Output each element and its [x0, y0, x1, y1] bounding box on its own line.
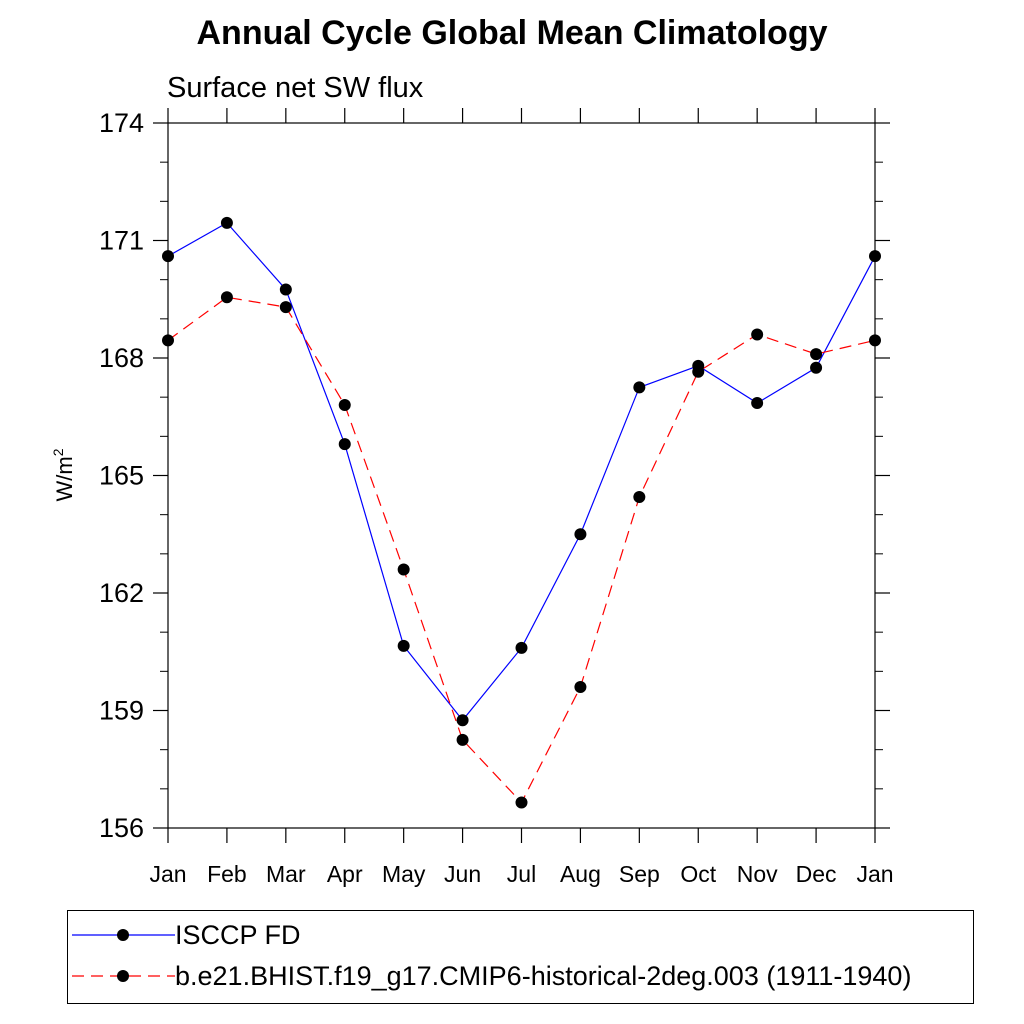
data-point-series-2 [397, 563, 410, 576]
legend-marker-series-2 [117, 970, 129, 982]
data-point-series-2 [279, 301, 292, 314]
legend-swatch-series-1 [72, 929, 175, 941]
data-point-series-2 [751, 328, 764, 341]
data-point-series-1 [456, 714, 469, 727]
data-point-series-2 [869, 334, 881, 347]
x-tick-label: Sep [619, 861, 660, 887]
legend-label-series-1: ISCCP FD [175, 920, 301, 950]
data-point-series-1 [397, 639, 410, 652]
x-tick-label: Apr [327, 861, 363, 887]
y-axis-label-superscript: 2 [50, 448, 66, 456]
data-point-series-1 [574, 528, 587, 541]
x-tick-label: Jun [444, 861, 481, 887]
y-tick-label: 171 [99, 226, 144, 256]
data-point-series-1 [751, 397, 764, 410]
y-axis-label: W/m2 [50, 448, 77, 501]
legend: ISCCP FD b.e21.BHIST.f19_g17.CMIP6-histo… [67, 910, 974, 1004]
y-tick-label: 156 [99, 813, 144, 843]
data-point-series-1 [515, 641, 528, 654]
x-tick-label: Mar [266, 861, 306, 887]
y-tick-label: 168 [99, 343, 144, 373]
chart-subtitle: Surface net SW flux [167, 72, 424, 104]
data-point-series-1 [869, 250, 881, 263]
data-point-series-2 [220, 291, 233, 304]
chart-title: Annual Cycle Global Mean Climatology [196, 14, 828, 52]
y-axis-label-text: W/m [52, 456, 77, 501]
legend-label-series-2: b.e21.BHIST.f19_g17.CMIP6-historical-2de… [175, 961, 912, 991]
data-point-series-2 [515, 796, 528, 809]
data-point-series-2 [574, 681, 587, 693]
y-tick-label: 174 [99, 108, 144, 138]
x-tick-label: Feb [207, 861, 247, 887]
data-point-series-2 [692, 365, 705, 378]
x-tick-label: Dec [796, 861, 837, 887]
x-tick-label: Aug [560, 861, 601, 887]
x-tick-label: Jan [856, 861, 893, 887]
x-tick-label: Nov [737, 861, 778, 887]
data-point-series-2 [456, 733, 469, 746]
data-point-series-2 [810, 348, 823, 361]
data-point-series-1 [220, 216, 233, 229]
data-point-series-1 [162, 250, 174, 263]
y-tick-label: 159 [99, 696, 144, 726]
x-tick-label: Jul [507, 861, 536, 887]
x-tick-label: May [382, 861, 426, 887]
x-tick-label: Oct [680, 861, 716, 887]
data-point-series-1 [279, 283, 292, 296]
x-tick-label: Jan [149, 861, 186, 887]
data-point-series-1 [338, 438, 351, 451]
data-point-series-1 [633, 381, 646, 394]
data-point-series-2 [338, 399, 351, 411]
data-point-series-2 [633, 491, 646, 504]
series-line-2 [167, 296, 876, 804]
y-tick-label: 165 [99, 461, 144, 491]
legend-swatches [72, 929, 175, 982]
data-point-series-2 [162, 334, 174, 347]
plot-frame [167, 122, 876, 829]
y-tick-label: 162 [99, 578, 144, 608]
legend-swatch-series-2 [72, 970, 175, 982]
legend-marker-series-1 [117, 929, 129, 941]
data-point-series-1 [810, 361, 823, 374]
